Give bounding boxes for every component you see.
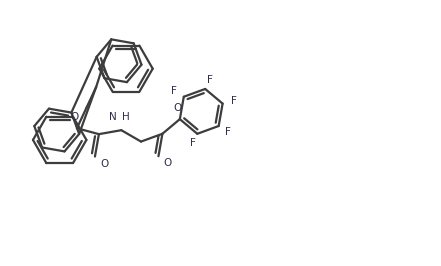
Text: F: F — [225, 127, 232, 137]
Text: F: F — [190, 138, 196, 148]
Text: O: O — [100, 159, 108, 169]
Text: N: N — [108, 112, 116, 122]
Text: O: O — [164, 158, 172, 168]
Text: O: O — [71, 112, 79, 122]
Text: F: F — [171, 86, 177, 96]
Text: H: H — [122, 112, 130, 122]
Text: O: O — [174, 103, 182, 113]
Text: F: F — [207, 75, 213, 85]
Text: F: F — [231, 95, 237, 106]
